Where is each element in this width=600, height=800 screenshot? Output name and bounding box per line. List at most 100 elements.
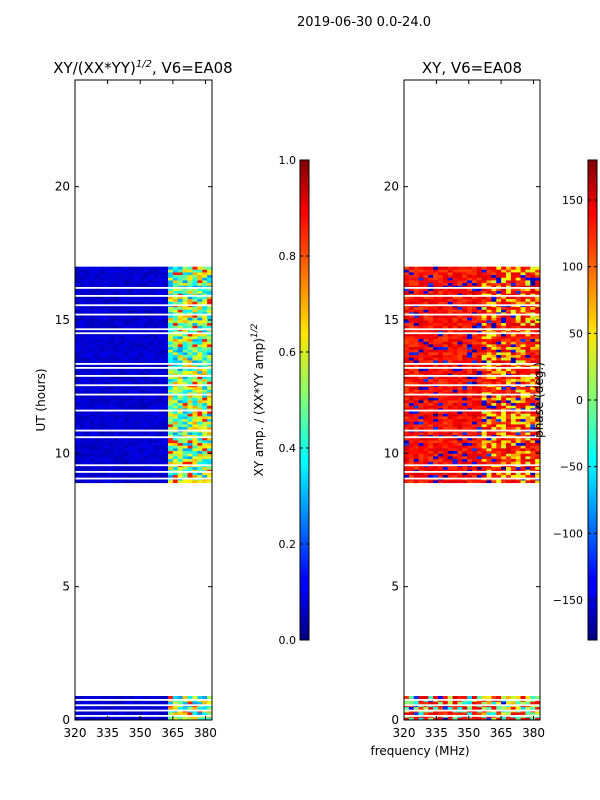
right-heatmap-cell — [467, 466, 473, 470]
left-heatmap-cell — [128, 314, 135, 318]
right-heatmap-cell — [476, 696, 483, 700]
right-heatmap-cell — [476, 282, 483, 286]
right-heatmap-cell — [457, 717, 463, 721]
right-heatmap-cell — [452, 325, 458, 329]
left-heatmap-cell — [119, 370, 125, 374]
left-heatmap-cell — [109, 312, 115, 316]
left-heatmap-cell — [94, 440, 100, 444]
right-heatmap-cell — [515, 469, 521, 473]
left-heatmap-cell — [89, 274, 95, 278]
left-heatmap-cell — [153, 402, 159, 406]
left-heatmap-cell — [182, 480, 188, 484]
left-heatmap-cell — [158, 336, 164, 340]
left-heatmap-cell — [128, 386, 135, 390]
right-heatmap-cell — [447, 706, 453, 710]
left-heatmap-cell — [133, 338, 139, 342]
right-heatmap-cell — [491, 296, 497, 300]
right-heatmap-cell — [515, 416, 521, 420]
right-heatmap-cell — [472, 309, 478, 313]
left-heatmap-cell — [84, 448, 91, 452]
left-heatmap-cell — [123, 416, 130, 420]
right-heatmap-cell — [428, 381, 434, 385]
left-heatmap-cell — [84, 269, 91, 273]
left-heatmap-cell — [177, 458, 184, 462]
right-heatmap-cell — [438, 394, 444, 398]
right-heatmap-cell — [510, 325, 517, 329]
left-heatmap-cell — [187, 712, 193, 716]
right-heatmap-cell — [423, 346, 429, 350]
right-heatmap-cell — [481, 341, 487, 345]
right-heatmap-cell — [481, 368, 487, 372]
right-heatmap-cell — [496, 317, 502, 321]
left-heatmap-cell — [138, 274, 144, 278]
left-heatmap-cell — [109, 440, 115, 444]
right-heatmap-cell — [438, 706, 444, 710]
left-heatmap-cell — [207, 410, 213, 414]
left-heatmap-cell — [172, 701, 179, 705]
left-heatmap-cell — [75, 450, 81, 454]
right-heatmap-cell — [481, 440, 487, 444]
right-heatmap-cell — [476, 410, 483, 414]
left-heatmap-cell — [79, 712, 86, 716]
left-heatmap-cell — [128, 301, 135, 305]
left-heatmap-cell — [128, 336, 135, 340]
left-heatmap-cell — [153, 450, 159, 454]
right-heatmap-cell — [496, 336, 502, 340]
left-heatmap-cell — [163, 400, 169, 404]
left-heatmap-cell — [163, 472, 169, 476]
left-heatmap-cell — [84, 408, 91, 412]
left-heatmap-cell — [138, 442, 144, 446]
left-heatmap-cell — [79, 306, 86, 310]
left-heatmap-cell — [167, 296, 174, 300]
left-heatmap-cell — [143, 394, 149, 398]
left-heatmap-cell — [197, 349, 203, 353]
right-heatmap-cell — [442, 280, 449, 284]
left-heatmap-cell — [114, 365, 120, 369]
left-heatmap-cell — [148, 472, 154, 476]
right-heatmap-cell — [481, 424, 487, 428]
right-heatmap-cell — [501, 392, 507, 396]
right-heatmap-cell — [447, 312, 453, 316]
right-heatmap-cell — [452, 370, 458, 374]
right-heatmap-cell — [520, 341, 526, 345]
right-heatmap-cell — [433, 424, 439, 428]
right-heatmap-cell — [428, 456, 434, 460]
right-heatmap-cell — [486, 472, 492, 476]
left-heatmap-cell — [104, 442, 110, 446]
left-heatmap-cell — [75, 368, 81, 372]
right-heatmap-cell — [491, 346, 497, 350]
left-heatmap-cell — [172, 424, 179, 428]
right-heatmap-cell — [491, 381, 497, 385]
left-heatmap-cell — [167, 413, 174, 417]
left-heatmap-cell — [187, 706, 193, 710]
left-heatmap-cell — [177, 413, 184, 417]
left-heatmap-cell — [123, 336, 130, 340]
left-heatmap-cell — [148, 445, 154, 449]
right-heatmap-cell — [515, 405, 521, 409]
left-heatmap-cell — [123, 474, 130, 478]
left-heatmap-cell — [167, 282, 174, 286]
left-heatmap-cell — [94, 400, 100, 404]
right-heatmap-cell — [428, 365, 434, 369]
left-heatmap-cell — [143, 474, 149, 478]
right-heatmap-cell — [467, 309, 473, 313]
right-heatmap-cell — [525, 458, 531, 462]
left-heatmap-cell — [109, 453, 115, 457]
left-heatmap-cell — [79, 400, 86, 404]
right-heatmap-cell — [506, 282, 512, 286]
left-heatmap-cell — [143, 413, 149, 417]
left-heatmap-cell — [109, 360, 115, 364]
left-heatmap-cell — [158, 421, 164, 425]
right-heatmap-cell — [515, 288, 521, 292]
right-heatmap-cell — [510, 416, 517, 420]
right-heatmap-cell — [506, 312, 512, 316]
right-heatmap-cell — [476, 466, 483, 470]
right-heatmap-cell — [428, 397, 434, 401]
left-heatmap-cell — [94, 424, 100, 428]
left-heatmap-cell — [172, 416, 179, 420]
left-heatmap-cell — [75, 269, 81, 273]
right-heatmap-cell — [433, 418, 439, 422]
left-heatmap-cell — [109, 293, 115, 297]
right-heatmap-cell — [535, 280, 541, 284]
right-heatmap-cell — [520, 432, 526, 436]
